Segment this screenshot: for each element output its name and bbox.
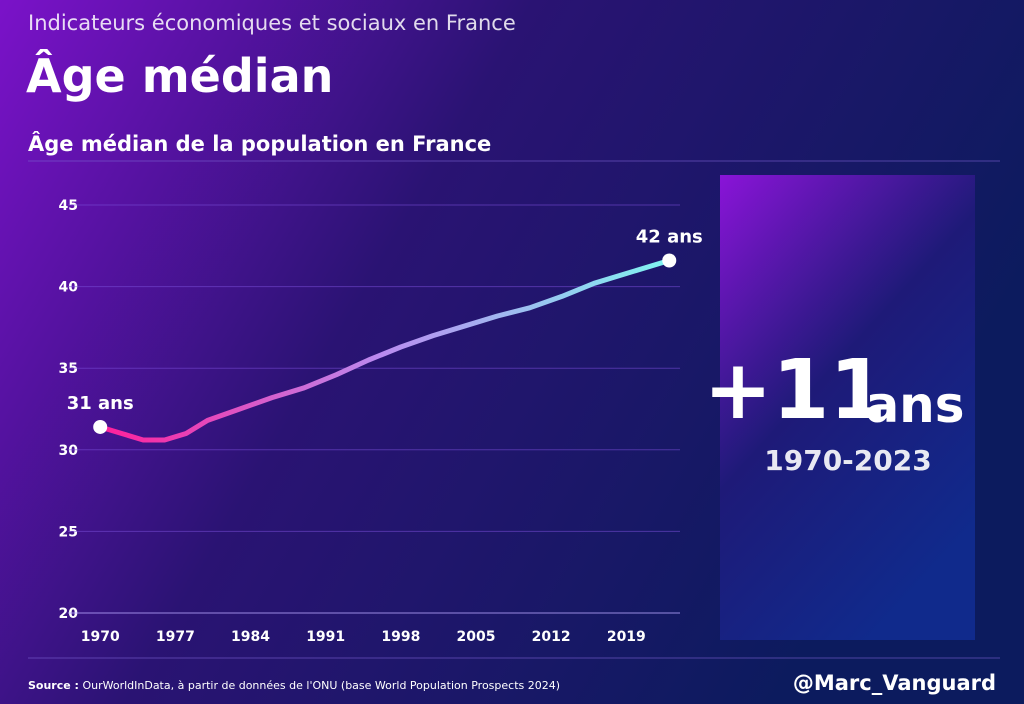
page-title: Âge médian [26, 49, 333, 103]
y-tick-label: 40 [59, 280, 79, 296]
footer: Source : OurWorldInData, à partir de don… [28, 679, 560, 692]
end-marker [93, 419, 108, 434]
x-tick-label: 1998 [381, 629, 420, 645]
x-tick-label: 1984 [231, 629, 270, 645]
source: OurWorldInData, à partir de données de l… [82, 679, 560, 692]
x-tick-label: 2019 [607, 629, 646, 645]
kicker: Indicateurs économiques et sociaux en Fr… [28, 11, 516, 35]
x-tick-label: 2005 [457, 629, 496, 645]
x-tick-label: 1991 [306, 629, 345, 645]
annotation: 42 ans [636, 226, 703, 247]
handle: @Marc_Vanguard [793, 671, 996, 695]
end-marker [662, 253, 677, 268]
y-tick-label: 30 [59, 443, 79, 459]
source-label: Source : [28, 679, 79, 692]
callout-period: 1970-2023 [764, 444, 931, 477]
y-tick-label: 25 [59, 524, 78, 540]
callout-box [720, 175, 975, 640]
y-tick-label: 45 [59, 198, 78, 214]
callout-value: +11 [704, 343, 887, 438]
y-tick-label: 35 [59, 361, 78, 377]
y-tick-label: 20 [59, 606, 79, 622]
annotation: 31 ans [67, 393, 134, 414]
x-tick-label: 1970 [81, 629, 120, 645]
x-tick-label: 2012 [532, 629, 571, 645]
chart-title: Âge médian de la population en France [28, 131, 491, 156]
x-tick-label: 1977 [156, 629, 195, 645]
data-line [97, 258, 672, 443]
callout-unit: ans [865, 376, 964, 434]
